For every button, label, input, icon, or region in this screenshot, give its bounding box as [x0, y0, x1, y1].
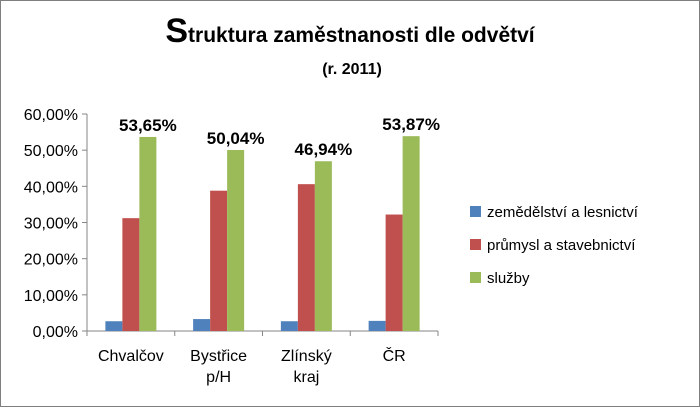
legend-label: zemědělství a lesnictví — [487, 204, 639, 221]
data-label: 50,04% — [207, 129, 265, 148]
legend-swatch — [470, 206, 481, 217]
chart-title: Struktura zaměstnanosti dle odvětví — [165, 12, 535, 50]
x-tick-label: Chvalčov — [98, 348, 164, 365]
bar — [139, 136, 157, 331]
y-tick-label: 40,00% — [24, 179, 78, 196]
bar — [280, 321, 298, 331]
y-tick-label: 0,00% — [33, 324, 78, 341]
bar — [297, 184, 315, 331]
legend-label: služby — [487, 270, 530, 287]
legend: zemědělství a lesnictví průmysl a stavebn… — [470, 204, 639, 287]
data-label: 53,87% — [382, 115, 440, 134]
legend-swatch — [470, 239, 481, 250]
bar — [368, 320, 386, 331]
x-tick-label: Zlínský kraj — [281, 348, 332, 386]
chart-subtitle: (r. 2011) — [322, 61, 382, 78]
chart-title-rest: truktura zaměstnanosti dle odvětví — [188, 24, 536, 47]
data-labels: 53,65% 50,04% 46,94% 53,87% — [119, 115, 440, 159]
axes: 0,00% 10,00% 20,00% 30,00% 40,00% 50,00% 60,00… — [24, 107, 439, 386]
bar — [314, 161, 332, 331]
bars — [105, 136, 420, 331]
bar — [122, 218, 140, 331]
bar — [105, 321, 123, 331]
bar — [227, 150, 245, 331]
legend-swatch — [470, 272, 481, 283]
bar — [385, 214, 403, 331]
data-label: 53,65% — [119, 116, 177, 135]
x-tick-label: ČR — [383, 346, 406, 365]
bar — [402, 136, 420, 331]
y-tick-label: 50,00% — [24, 143, 78, 160]
y-tick-label: 10,00% — [24, 288, 78, 305]
bar — [210, 190, 228, 331]
bar — [193, 319, 211, 331]
y-tick-label: 20,00% — [24, 252, 78, 269]
chart-title-initial: S — [165, 12, 188, 50]
y-tick-label: 30,00% — [24, 216, 78, 233]
legend-label: průmysl a stavebnictví — [487, 237, 636, 254]
x-tick-label: Bystřice p/H — [190, 348, 247, 386]
y-tick-label: 60,00% — [24, 107, 78, 124]
data-label: 46,94% — [295, 140, 353, 159]
